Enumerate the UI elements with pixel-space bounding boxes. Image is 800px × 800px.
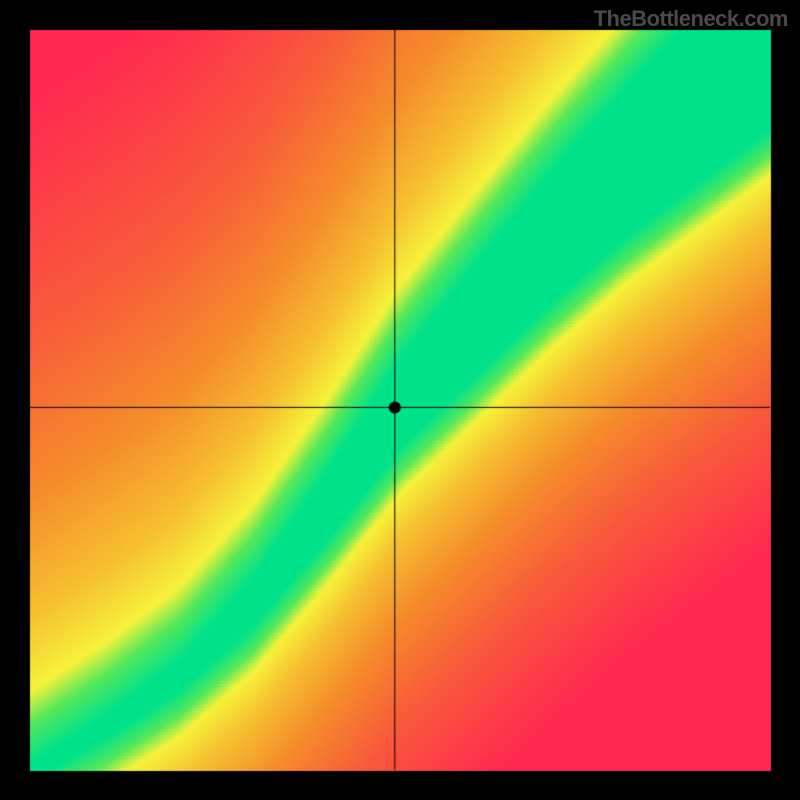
bottleneck-heatmap <box>0 0 800 800</box>
watermark-text: TheBottleneck.com <box>594 6 788 32</box>
